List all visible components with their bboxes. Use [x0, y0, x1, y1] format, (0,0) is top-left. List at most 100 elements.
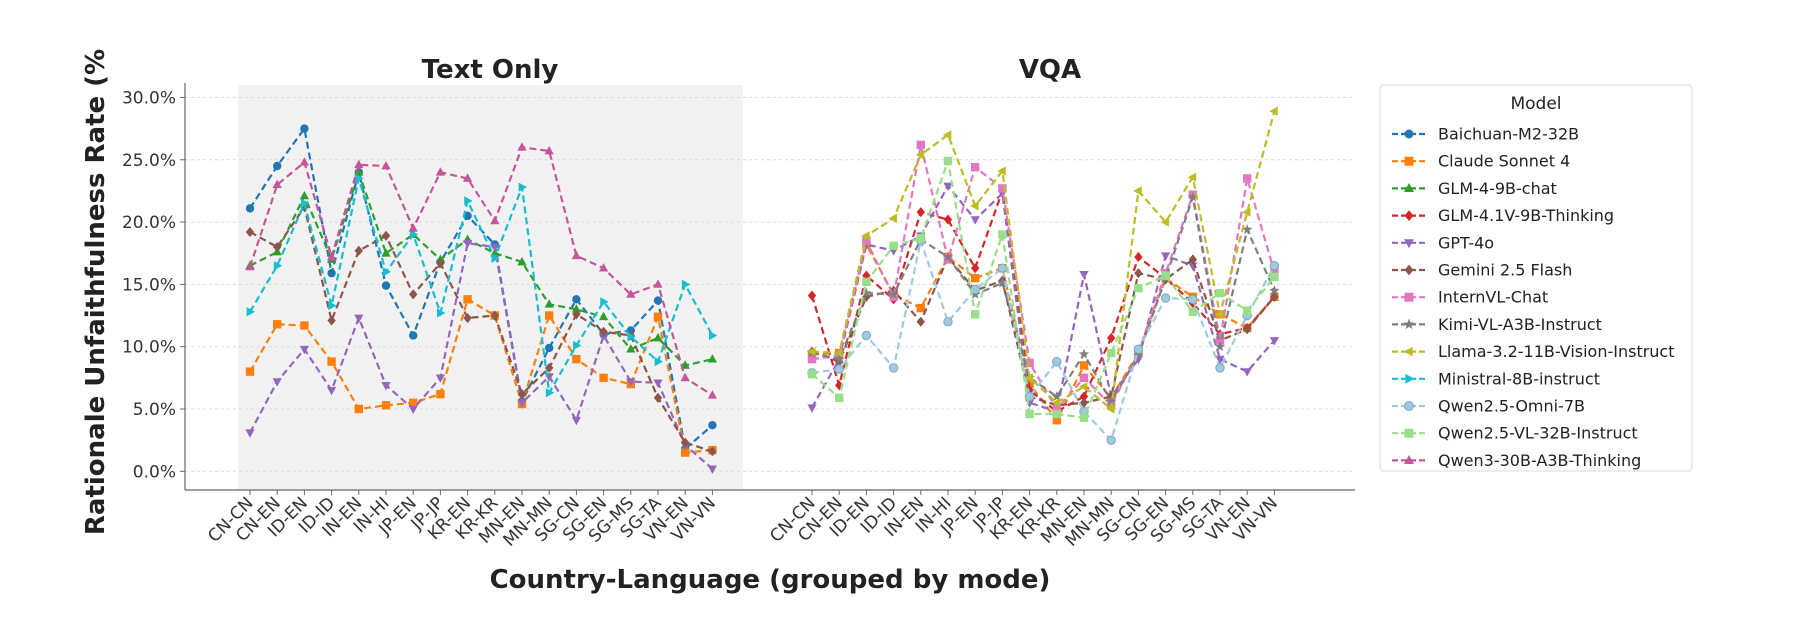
- data-point-ministral-8b-instruct: [437, 308, 446, 318]
- data-point-qwen3-30b-a3b-thinking: [272, 179, 282, 189]
- data-point-gpt-4o: [807, 404, 817, 413]
- data-point-claude-sonnet-4: [653, 312, 663, 321]
- legend-label: Kimi-VL-A3B-Instruct: [1438, 315, 1602, 334]
- legend-item-qwen2-5-vl-32b-instruct: Qwen2.5-VL-32B-Instruct: [1392, 424, 1638, 443]
- legend-item-baichuan-m2-32b: Baichuan-M2-32B: [1392, 125, 1579, 144]
- data-point-qwen3-30b-a3b-thinking: [299, 157, 310, 166]
- data-point-claude-sonnet-4: [463, 295, 472, 304]
- data-point-qwen2-5-vl-32b-instruct: [916, 234, 925, 243]
- legend-label: Llama-3.2-11B-Vision-Instruct: [1438, 342, 1675, 361]
- y-tick-label: 0.0%: [133, 462, 176, 482]
- data-point-ministral-8b-instruct: [409, 229, 419, 240]
- data-point-glm-4-9b-chat: [707, 354, 718, 363]
- data-point-claude-sonnet-4: [409, 398, 418, 407]
- axes: [184, 83, 1355, 491]
- y-tick-label: 15.0%: [122, 275, 176, 295]
- data-point-qwen2-5-omni-7b: [888, 363, 899, 373]
- legend-item-internvl-chat: InternVL-Chat: [1392, 288, 1548, 307]
- data-point-glm-4-1v-9b-thinking: [943, 214, 953, 225]
- data-point-claude-sonnet-4: [916, 303, 925, 313]
- data-point-claude-sonnet-4: [971, 273, 980, 283]
- legend-item-gemini-2-5-flash: Gemini 2.5 Flash: [1392, 261, 1572, 280]
- data-point-claude-sonnet-4: [681, 448, 690, 457]
- legend-item-glm-4-9b-chat: GLM-4-9B-chat: [1392, 179, 1557, 198]
- data-point-kimi-vl-a3b-instruct: [1242, 224, 1253, 234]
- series-qwen2-5-vl-32b-instruct: [807, 156, 1279, 422]
- y-tick-label: 10.0%: [122, 338, 176, 358]
- y-tick-label: 30.0%: [122, 88, 176, 108]
- data-point-qwen2-5-vl-32b-instruct: [835, 393, 844, 402]
- data-point-glm-4-1v-9b-thinking: [835, 380, 844, 391]
- data-point-claude-sonnet-4: [1052, 416, 1061, 425]
- legend-swatch-marker: [1404, 156, 1414, 166]
- legend-item-llama-3-2-11b-vision-instruct: Llama-3.2-11B-Vision-Instruct: [1392, 342, 1675, 361]
- series-line-gemini-2-5-flash-text-only: [249, 204, 713, 453]
- legend-swatch-marker: [1404, 292, 1414, 302]
- data-point-qwen2-5-vl-32b-instruct: [1243, 306, 1252, 315]
- data-point-glm-4-1v-9b-thinking: [807, 290, 817, 301]
- data-point-internvl-chat: [916, 140, 925, 150]
- data-point-gemini-2-5-flash: [517, 389, 527, 400]
- data-point-ministral-8b-instruct: [654, 357, 664, 367]
- data-point-qwen2-5-omni-7b: [1052, 356, 1062, 367]
- legend-label: Ministral-8B-instruct: [1438, 369, 1600, 388]
- data-point-qwen3-30b-a3b-thinking: [653, 279, 663, 288]
- data-point-llama-3-2-11b-vision-instruct: [1106, 404, 1115, 414]
- data-point-gemini-2-5-flash: [245, 227, 255, 238]
- data-point-gpt-4o: [707, 465, 718, 474]
- x-axis-title: Country-Language (grouped by mode): [490, 565, 1051, 595]
- data-point-qwen2-5-omni-7b: [1269, 260, 1280, 271]
- data-point-claude-sonnet-4: [1079, 361, 1089, 370]
- legend-label: Gemini 2.5 Flash: [1438, 261, 1572, 280]
- data-point-qwen2-5-vl-32b-instruct: [998, 230, 1007, 239]
- legend-label: InternVL-Chat: [1438, 288, 1548, 307]
- data-point-internvl-chat: [889, 292, 898, 302]
- data-point-internvl-chat: [1052, 404, 1061, 414]
- series-line-gpt-4o-vqa: [811, 183, 1276, 413]
- data-point-glm-4-1v-9b-thinking: [1134, 251, 1143, 263]
- data-point-gemini-2-5-flash: [409, 289, 418, 300]
- data-point-gemini-2-5-flash: [1079, 397, 1089, 408]
- data-point-ministral-8b-instruct: [273, 261, 283, 271]
- data-point-qwen2-5-vl-32b-instruct: [1025, 409, 1034, 419]
- data-point-glm-4-1v-9b-thinking: [862, 270, 871, 281]
- data-point-qwen2-5-vl-32b-instruct: [807, 369, 817, 379]
- data-point-baichuan-m2-32b: [273, 161, 282, 171]
- data-point-llama-3-2-11b-vision-instruct: [806, 347, 816, 357]
- data-point-gemini-2-5-flash: [1243, 324, 1252, 335]
- data-point-claude-sonnet-4: [572, 354, 581, 364]
- data-point-gemini-2-5-flash: [1188, 254, 1197, 265]
- legend-swatch-marker: [1403, 318, 1415, 330]
- series-line-gpt-4o-text-only: [249, 242, 714, 470]
- legend-frame: [1379, 84, 1693, 472]
- data-point-qwen3-30b-a3b-thinking: [517, 142, 527, 151]
- data-point-qwen2-5-vl-32b-instruct: [1188, 307, 1197, 316]
- data-point-qwen3-30b-a3b-thinking: [626, 289, 636, 298]
- data-point-gemini-2-5-flash: [381, 230, 391, 241]
- data-point-gemini-2-5-flash: [572, 309, 581, 320]
- data-point-llama-3-2-11b-vision-instruct: [1133, 186, 1142, 196]
- data-point-qwen2-5-vl-32b-instruct: [889, 241, 898, 250]
- data-point-gpt-4o: [943, 182, 953, 191]
- data-point-qwen2-5-vl-32b-instruct: [862, 277, 871, 287]
- legend-item-qwen3-30b-a3b-thinking: Qwen3-30B-A3B-Thinking: [1392, 451, 1641, 470]
- data-point-gpt-4o: [1242, 368, 1252, 377]
- panel-title-text-only: Text Only: [422, 55, 559, 85]
- legend-swatch-marker: [1405, 373, 1415, 384]
- data-point-claude-sonnet-4: [354, 404, 363, 414]
- data-point-llama-3-2-11b-vision-instruct: [970, 201, 979, 211]
- data-point-gemini-2-5-flash: [681, 437, 690, 448]
- data-point-glm-4-9b-chat: [653, 332, 663, 342]
- data-point-gemini-2-5-flash: [490, 310, 499, 321]
- legend-label: GLM-4.1V-9B-Thinking: [1438, 206, 1614, 225]
- series-line-ministral-8b-instruct-text-only: [249, 178, 714, 397]
- data-point-gemini-2-5-flash: [436, 258, 445, 269]
- data-point-qwen2-5-vl-32b-instruct: [1107, 348, 1116, 358]
- data-point-kimi-vl-a3b-instruct: [1106, 396, 1117, 406]
- data-point-gpt-4o: [326, 386, 337, 396]
- data-point-ministral-8b-instruct: [382, 267, 392, 277]
- data-point-qwen2-5-omni-7b: [1160, 293, 1171, 303]
- legend-label: Baichuan-M2-32B: [1438, 125, 1579, 144]
- data-point-llama-3-2-11b-vision-instruct: [1269, 106, 1278, 116]
